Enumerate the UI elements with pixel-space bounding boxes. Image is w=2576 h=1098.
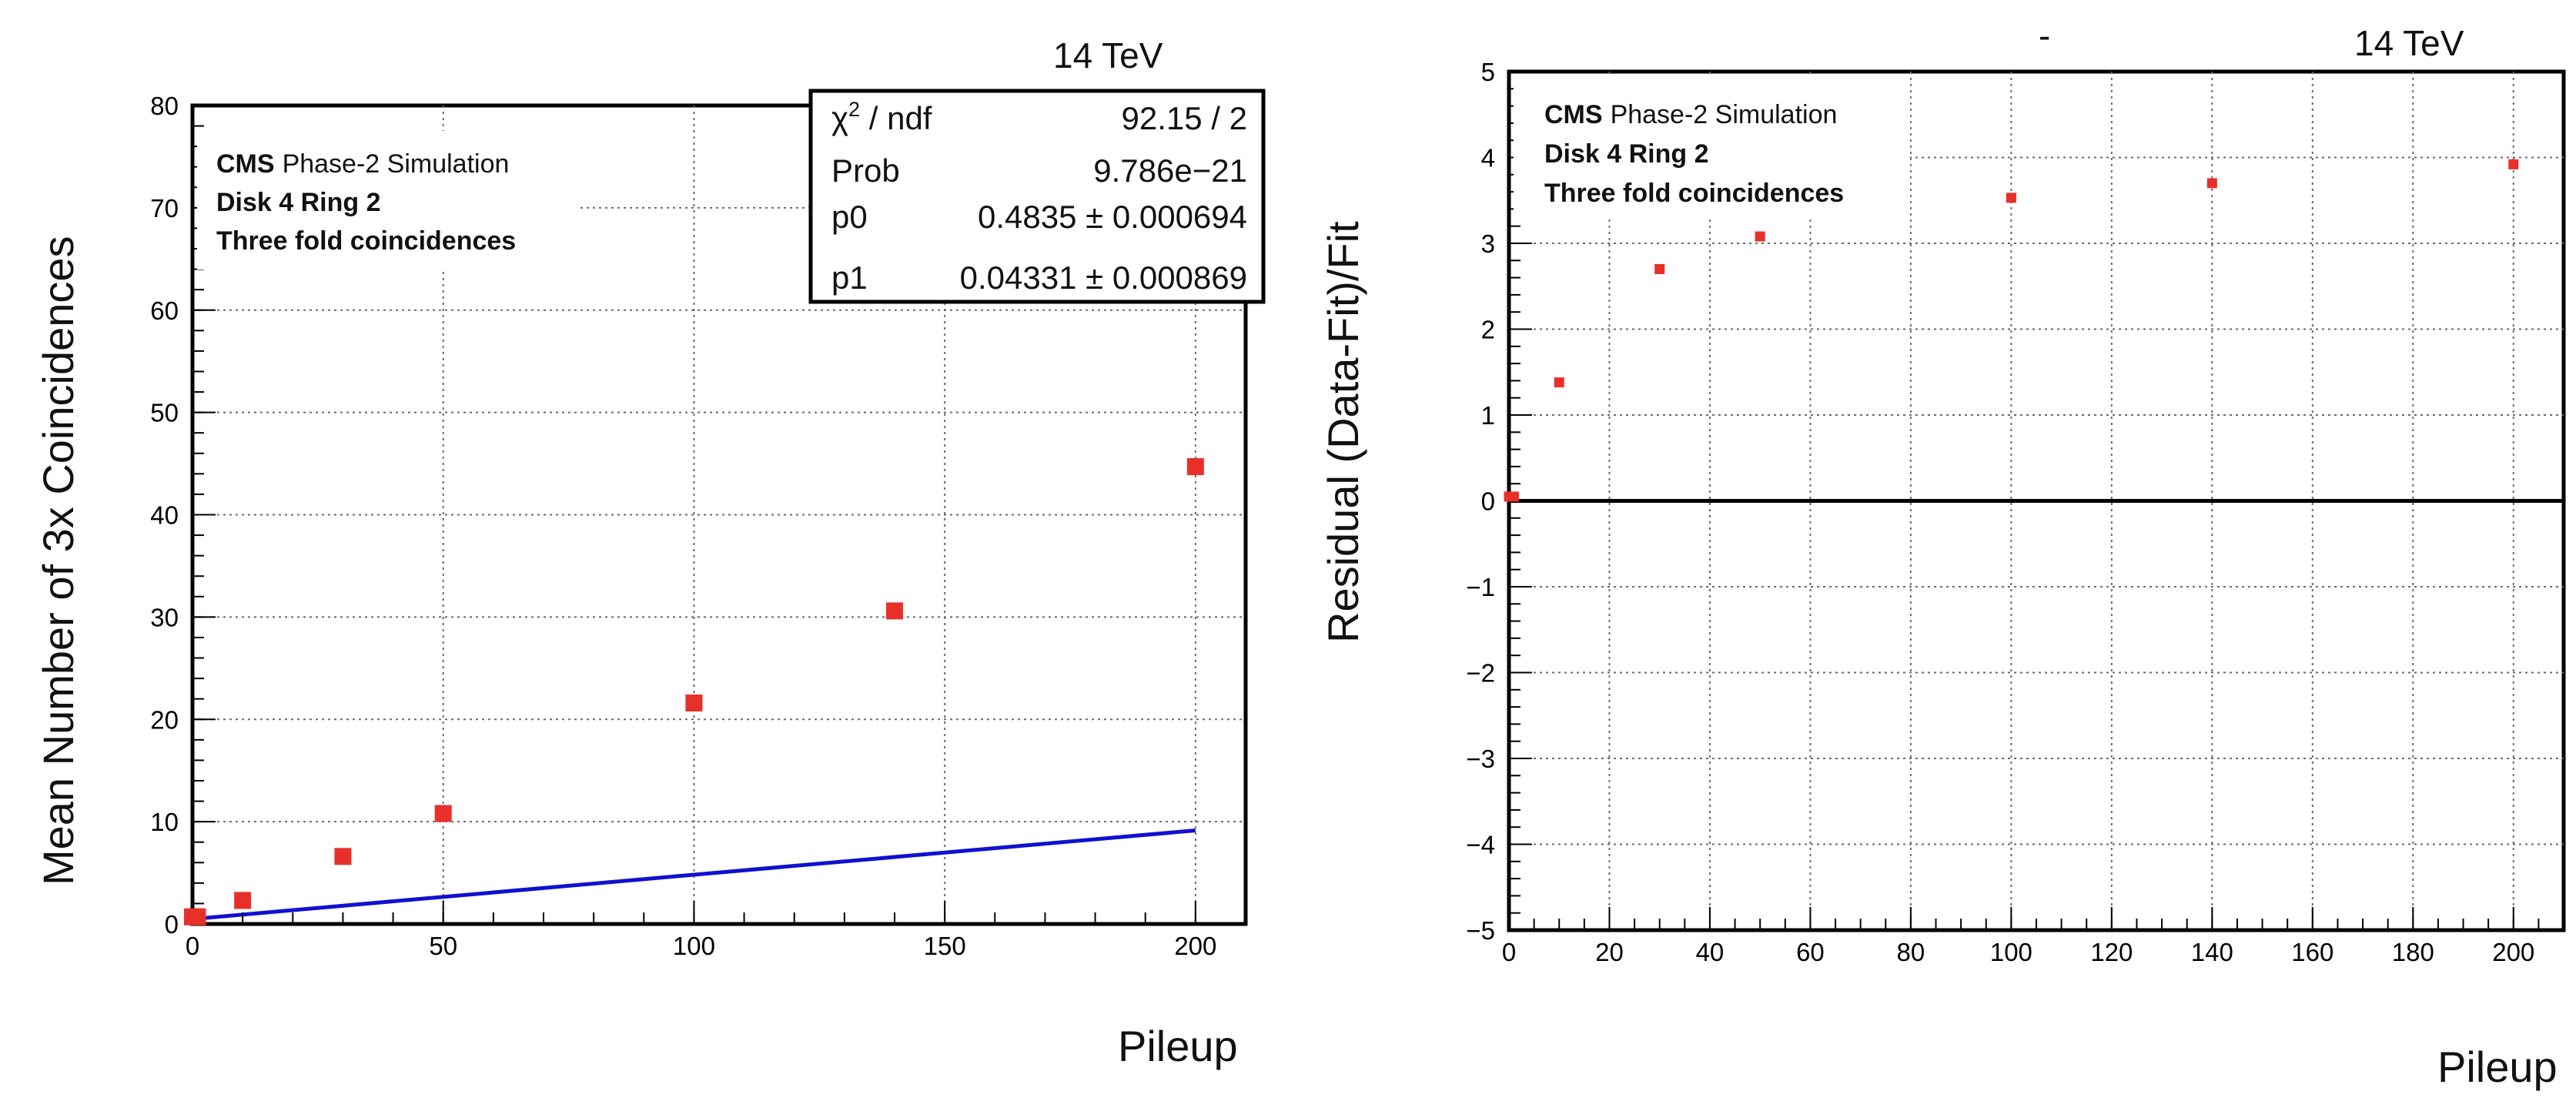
left-cms-experiment: CMS bbox=[216, 149, 275, 179]
left-cms-line1: CMS Phase-2 Simulation bbox=[216, 149, 509, 179]
x-tick-label: 50 bbox=[429, 932, 457, 960]
data-point bbox=[1654, 263, 1665, 274]
right-cms-subtitle: Phase-2 Simulation bbox=[1611, 100, 1838, 129]
y-tick-label: 2 bbox=[1481, 316, 1495, 344]
data-point bbox=[886, 602, 903, 620]
right-chart-panel: 0 20 40 60 80 100 120 140 160 180 200 −5 −4 −3 −2 −1 0 1 2… bbox=[1319, 15, 2566, 1091]
x-tick-label: 200 bbox=[2492, 938, 2534, 966]
fit-line bbox=[192, 828, 1196, 922]
left-cms-subtitle: Phase-2 Simulation bbox=[283, 149, 510, 179]
stat-p0-value: 0.4835 ± 0.000694 bbox=[978, 199, 1247, 235]
x-tick-label: 180 bbox=[2392, 938, 2434, 966]
stat-p0-label: p0 bbox=[831, 199, 868, 235]
y-tick-label: 5 bbox=[1481, 58, 1495, 86]
x-tick-label: 0 bbox=[1502, 938, 1516, 966]
x-tick-label: 20 bbox=[1595, 938, 1624, 966]
right-cms-experiment: CMS bbox=[1544, 100, 1603, 129]
left-cms-line2: Disk 4 Ring 2 bbox=[216, 188, 381, 217]
left-data-points bbox=[184, 458, 1204, 926]
x-tick-label: 0 bbox=[186, 932, 199, 960]
right-energy-label: 14 TeV bbox=[2354, 23, 2464, 63]
stat-chi2-label: χ2 / ndf bbox=[831, 98, 932, 136]
x-tick-label: 100 bbox=[1990, 938, 2032, 966]
data-point bbox=[1186, 458, 1204, 476]
right-data-points bbox=[1504, 159, 2519, 502]
data-point bbox=[2206, 178, 2217, 189]
stat-p1-value: 0.04331 ± 0.000869 bbox=[960, 259, 1247, 296]
left-chart-panel: 0 50 100 150 200 0 10 20 30 40 50 60 70 80 CMS Phase-2… bbox=[34, 35, 1266, 1070]
y-tick-label: 70 bbox=[150, 194, 179, 223]
y-tick-label: −5 bbox=[1466, 916, 1495, 945]
right-cms-line3: Three fold coincidences bbox=[1544, 179, 1844, 208]
right-cms-line1: CMS Phase-2 Simulation bbox=[1544, 100, 1837, 129]
x-tick-label: 160 bbox=[2291, 938, 2333, 966]
x-tick-label: 140 bbox=[2191, 938, 2233, 966]
fit-statistics-box: χ2 / ndf 92.15 / 2 Prob 9.786e−21 p0 0.4… bbox=[808, 89, 1266, 304]
y-tick-label: −3 bbox=[1466, 745, 1495, 773]
x-tick-label: 200 bbox=[1174, 932, 1216, 960]
y-tick-label: 30 bbox=[150, 603, 179, 631]
data-point bbox=[234, 892, 252, 909]
data-point bbox=[189, 908, 206, 926]
left-y-axis-title: Mean Number of 3x Coincidences bbox=[34, 236, 82, 885]
data-point bbox=[1755, 231, 1765, 242]
y-tick-label: 60 bbox=[150, 296, 179, 325]
x-tick-label: 60 bbox=[1796, 938, 1825, 966]
y-tick-label: 10 bbox=[150, 808, 179, 836]
y-tick-label: 40 bbox=[150, 501, 179, 530]
data-point bbox=[434, 805, 452, 822]
left-cms-line3: Three fold coincidences bbox=[216, 226, 516, 256]
y-tick-label: 0 bbox=[1481, 487, 1495, 516]
y-tick-label: 1 bbox=[1481, 401, 1495, 430]
stat-chi2-value: 92.15 / 2 bbox=[1122, 100, 1247, 136]
right-cms-line2: Disk 4 Ring 2 bbox=[1544, 139, 1709, 169]
left-x-axis-title: Pileup bbox=[1118, 1022, 1238, 1070]
left-energy-label: 14 TeV bbox=[1053, 35, 1163, 75]
x-tick-label: 150 bbox=[924, 932, 966, 960]
x-tick-label: 80 bbox=[1897, 938, 1925, 966]
left-cms-label: CMS Phase-2 Simulation Disk 4 Ring 2 Thre… bbox=[197, 131, 578, 269]
stat-p1-label: p1 bbox=[831, 259, 868, 296]
y-tick-label: 20 bbox=[150, 705, 179, 734]
right-cms-label: CMS Phase-2 Simulation Disk 4 Ring 2 Thre… bbox=[1514, 76, 1910, 219]
stat-prob-label: Prob bbox=[831, 152, 900, 189]
data-point bbox=[2508, 159, 2519, 169]
x-tick-label: 100 bbox=[673, 932, 715, 960]
stat-prob-value: 9.786e−21 bbox=[1093, 152, 1247, 189]
left-fit-line bbox=[192, 828, 1196, 922]
y-tick-label: 80 bbox=[150, 92, 179, 120]
y-tick-label: 50 bbox=[150, 399, 179, 427]
y-tick-label: 3 bbox=[1481, 229, 1495, 258]
y-tick-label: −1 bbox=[1466, 573, 1495, 601]
right-y-axis-title: Residual (Data-Fit)/Fit bbox=[1319, 221, 1367, 643]
right-x-axis-title: Pileup bbox=[2437, 1043, 2558, 1091]
data-point bbox=[685, 694, 703, 711]
y-tick-label: −4 bbox=[1466, 831, 1495, 859]
data-point bbox=[2006, 192, 2016, 203]
data-point bbox=[334, 848, 352, 865]
x-tick-label: 120 bbox=[2090, 938, 2133, 966]
x-tick-label: 40 bbox=[1696, 938, 1725, 966]
y-tick-label: 4 bbox=[1481, 144, 1495, 172]
data-point bbox=[1554, 377, 1564, 388]
right-gridlines bbox=[1509, 72, 2564, 930]
y-tick-label: 0 bbox=[165, 910, 179, 939]
right-top-mark: - bbox=[2039, 15, 2050, 55]
y-tick-label: −2 bbox=[1466, 659, 1495, 688]
right-axis-ticks: 0 20 40 60 80 100 120 140 160 180 200 −5 −4 −3 −2 −1 0 1 2… bbox=[1466, 58, 2564, 966]
data-point bbox=[1509, 491, 1520, 502]
